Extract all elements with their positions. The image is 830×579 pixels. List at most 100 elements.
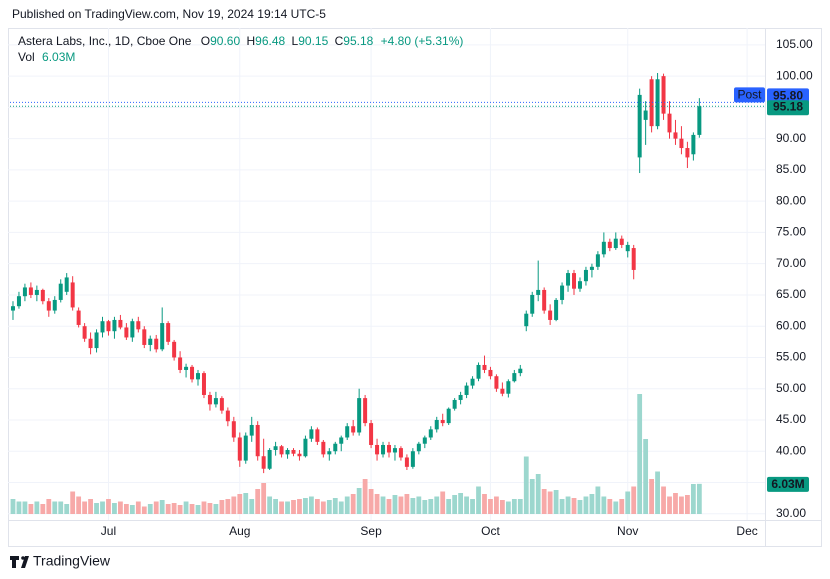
volume-bar	[368, 489, 374, 514]
candle-body	[583, 269, 588, 282]
volume-bar	[679, 496, 684, 514]
candle-body	[309, 429, 314, 439]
volume-bar	[255, 489, 261, 514]
volume-bar	[374, 494, 380, 514]
volume-bar	[470, 499, 475, 514]
volume-bar	[649, 479, 655, 514]
candle-body	[219, 398, 224, 411]
candle-body	[363, 398, 368, 424]
last-price-tag	[767, 100, 809, 116]
volume-bar	[326, 500, 332, 514]
candle-body	[661, 76, 666, 114]
candle-body	[601, 241, 606, 255]
legend-value: 90.15	[298, 34, 328, 48]
volume-bar	[452, 495, 458, 514]
candle-body	[631, 248, 636, 270]
x-tick-label: Dec	[736, 524, 757, 538]
y-tick-label: 50.00	[776, 381, 806, 395]
candle-body	[178, 357, 183, 370]
candle-body	[554, 299, 559, 320]
candle-body	[213, 398, 218, 405]
volume-bar	[177, 505, 183, 514]
legend-volume-name: Vol	[18, 50, 35, 64]
volume-bar	[207, 503, 213, 514]
volume-bar	[619, 499, 625, 514]
candle-body	[643, 110, 648, 120]
volume-bar	[511, 499, 517, 514]
candle-body	[345, 426, 350, 438]
candle-body	[172, 341, 177, 358]
candle-body	[572, 273, 577, 289]
candle-body	[94, 332, 99, 349]
volume-bar	[159, 500, 165, 514]
legend-key: C	[335, 34, 344, 48]
candle-body	[667, 113, 672, 133]
candle-body	[577, 281, 582, 289]
candle-body	[518, 368, 523, 374]
candle-body	[428, 429, 433, 438]
x-tick-label: Sep	[360, 524, 382, 538]
legend-value: 95.18	[343, 34, 373, 48]
volume-bar	[28, 504, 34, 514]
candle-body	[154, 338, 159, 350]
volume-bar	[488, 499, 493, 514]
volume-bar	[344, 496, 350, 514]
volume-bar	[88, 499, 93, 514]
volume-bar	[147, 504, 153, 514]
candle-body	[679, 138, 684, 149]
candle-body	[303, 438, 308, 457]
candle-body	[649, 79, 654, 127]
candle-body	[207, 394, 212, 405]
volume-bar	[661, 486, 666, 514]
candle-body	[595, 254, 600, 267]
volume-bar	[82, 501, 88, 514]
volume-bar	[153, 501, 159, 514]
volume-bar	[673, 493, 678, 514]
candle-body	[148, 338, 153, 345]
volume-bar	[94, 503, 99, 514]
volume-bar	[625, 491, 631, 514]
candle-body	[130, 321, 135, 338]
volume-bar	[237, 494, 243, 514]
y-tick-label: 45.00	[776, 412, 806, 426]
legend-title: Astera Labs, Inc., 1D, Cboe One	[18, 34, 192, 48]
candle-body	[321, 441, 326, 455]
volume-bar	[422, 500, 428, 514]
volume-bar	[171, 503, 177, 514]
volume-bar	[553, 490, 559, 514]
legend-value: 90.60	[210, 34, 240, 48]
volume-bar	[350, 494, 356, 514]
volume-bar	[219, 500, 225, 514]
candle-body	[327, 451, 332, 455]
volume-bar	[690, 484, 696, 514]
candle-body	[375, 444, 380, 455]
y-tick-label: 65.00	[776, 287, 806, 301]
candle-body	[369, 423, 374, 445]
candle-body	[673, 132, 678, 139]
y-tick-label: 90.00	[776, 131, 806, 145]
footer-logo: TradingView	[10, 553, 111, 569]
volume-bar	[261, 483, 267, 514]
volume-bar	[231, 496, 237, 514]
volume-bar	[446, 499, 452, 514]
volume-bar	[476, 486, 481, 514]
candle-body	[589, 266, 594, 270]
candle-body	[697, 106, 702, 135]
volume-bar	[100, 501, 105, 514]
x-tick-label: Nov	[617, 524, 638, 538]
volume-tag	[767, 476, 809, 492]
volume-bar	[404, 494, 410, 514]
candle-body	[243, 435, 248, 461]
candle-body	[46, 301, 51, 311]
legend-key: O	[201, 34, 210, 48]
candle-body	[52, 299, 57, 311]
chart-frame	[8, 28, 822, 547]
post-price-label: 95.80	[773, 89, 803, 103]
legend-ohlc: Astera Labs, Inc., 1D, Cboe One O90.60 H…	[18, 34, 463, 48]
volume-bar	[273, 499, 278, 514]
volume-bar	[667, 496, 672, 514]
y-tick-label: 70.00	[776, 256, 806, 270]
legend-key: L	[292, 34, 299, 48]
candle-body	[470, 378, 475, 386]
